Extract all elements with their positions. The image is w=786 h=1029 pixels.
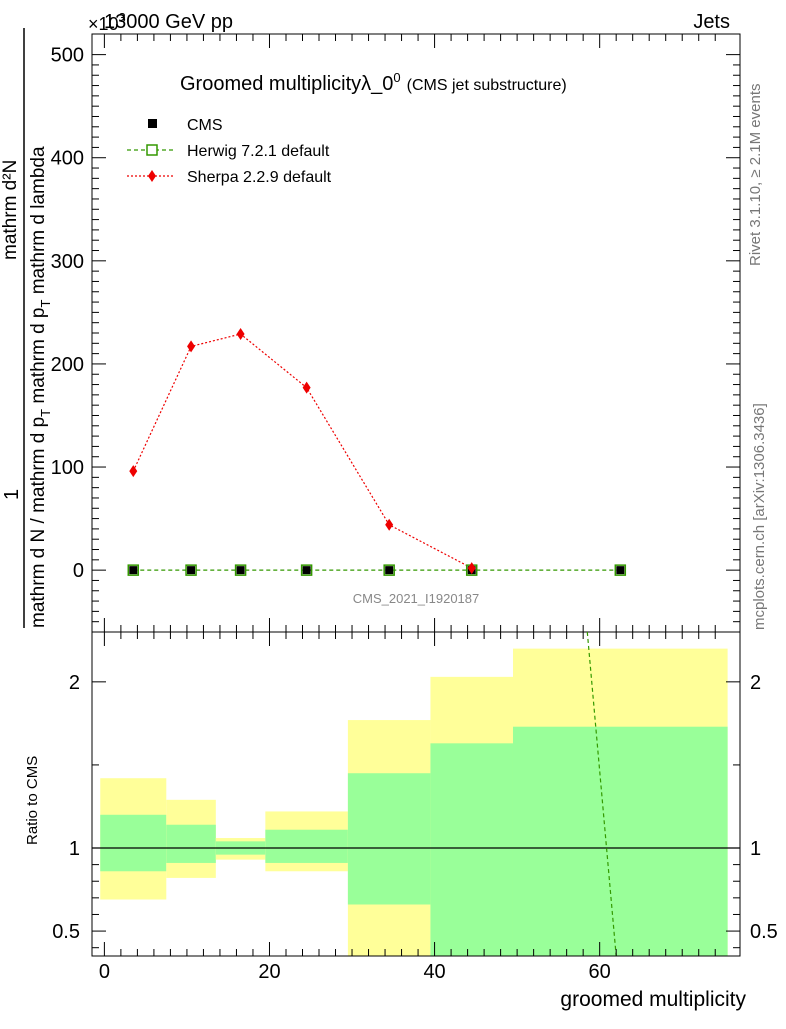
herwig-point	[300, 564, 313, 576]
sherpa-point	[129, 465, 138, 478]
ratio-y-tick-label-right: 0.5	[750, 921, 778, 943]
legend-marker	[148, 119, 157, 128]
herwig-point	[234, 564, 247, 576]
legend-marker	[148, 170, 156, 182]
side-label-top: Rivet 3.1.10, ≥ 2.1M events	[747, 84, 764, 267]
header-left: 13000 GeV pp	[104, 11, 233, 33]
ratio-y-tick-label: 1	[69, 838, 80, 860]
y-tick-label: 200	[51, 354, 84, 376]
y-tick-label: 500	[51, 45, 84, 67]
watermark: CMS_2021_I1920187	[353, 591, 480, 606]
herwig-point	[185, 564, 197, 576]
herwig-point	[127, 564, 140, 576]
cms-point	[129, 566, 138, 575]
ratio-x-tick-label: 0	[99, 961, 110, 983]
sherpa-point	[236, 328, 245, 341]
cms-point	[236, 566, 245, 575]
ratio-bands	[100, 648, 728, 956]
ratio-axes: 0.5 0.51 12 20 20 40 60	[52, 631, 778, 983]
legend-marker	[146, 144, 158, 156]
side-label-bottom: mcplots.cern.ch [arXiv:1306.3436]	[751, 403, 768, 630]
ylabel-denominator: mathrm d N / mathrm d pT mathrm d pT mat…	[28, 146, 53, 628]
ratio-plot-frame	[91, 631, 741, 957]
legend-entry: CMS	[148, 117, 223, 134]
ratio-band-green	[166, 824, 216, 863]
ratio-y-tick-label: 0.5	[52, 921, 80, 943]
main-series	[127, 328, 627, 576]
sherpa-point	[385, 518, 394, 531]
ratio-band-green	[430, 743, 513, 956]
sherpa-line	[132, 333, 472, 569]
legend-label: CMS	[187, 117, 223, 134]
legend-entry: Herwig 7.2.1 default	[127, 143, 330, 160]
ratio-y-tick-label-right: 1	[750, 838, 761, 860]
legend-label: Sherpa 2.2.9 default	[187, 169, 332, 186]
y-tick-label: 0	[73, 560, 84, 582]
ratio-y-tick-label-right: 2	[750, 672, 761, 694]
main-plot: 0 100 200 300 400 500 Groomed multiplicityλ_0…	[51, 33, 741, 633]
y-tick-label: 100	[51, 457, 84, 479]
ratio-band-green	[512, 726, 728, 956]
ylabel-one: 1	[1, 489, 23, 500]
cms-point	[302, 566, 311, 575]
ratio-x-label: groomed multiplicity	[560, 988, 746, 1011]
cms-point	[385, 566, 394, 575]
legend-label: Herwig 7.2.1 default	[187, 143, 330, 160]
ratio-y-label: Ratio to CMS	[24, 756, 41, 845]
legend: CMS Herwig 7.2.1 default Sherpa 2.2.9 defa…	[127, 117, 332, 186]
ratio-band-green	[100, 814, 167, 872]
y-tick-label: 300	[51, 251, 84, 273]
cms-point	[616, 566, 625, 575]
y-tick-label: 400	[51, 148, 84, 170]
ratio-band-green	[347, 773, 431, 905]
ratio-x-tick-label: 40	[423, 961, 445, 983]
plot-title: Groomed multiplicityλ_00 (CMS jet substru…	[180, 70, 567, 95]
cms-point	[187, 566, 196, 575]
sherpa-point	[187, 340, 196, 353]
ratio-band-green	[265, 829, 348, 863]
main-y-label: 1 mathrm d N / mathrm d pT mathrm d pT m…	[0, 28, 53, 628]
herwig-ratio-line	[586, 631, 617, 957]
herwig-point	[383, 564, 395, 576]
legend-entry: Sherpa 2.2.9 default	[127, 169, 332, 186]
ratio-plot: 0.5 0.51 12 20 20 40 60 Ratio to CMS groomed m…	[24, 631, 778, 1011]
ratio-x-tick-label: 20	[258, 961, 280, 983]
ylabel-numerator: mathrm d²N	[0, 160, 21, 260]
sherpa-point	[302, 381, 311, 394]
ratio-x-tick-label: 60	[589, 961, 611, 983]
ratio-y-tick-label: 2	[69, 672, 80, 694]
exponent-label: ×103	[88, 10, 126, 34]
main-y-axis: 0 100 200 300 400 500	[51, 34, 740, 632]
herwig-point	[614, 564, 627, 576]
sherpa-point	[467, 562, 476, 575]
header-right: Jets	[693, 11, 730, 33]
